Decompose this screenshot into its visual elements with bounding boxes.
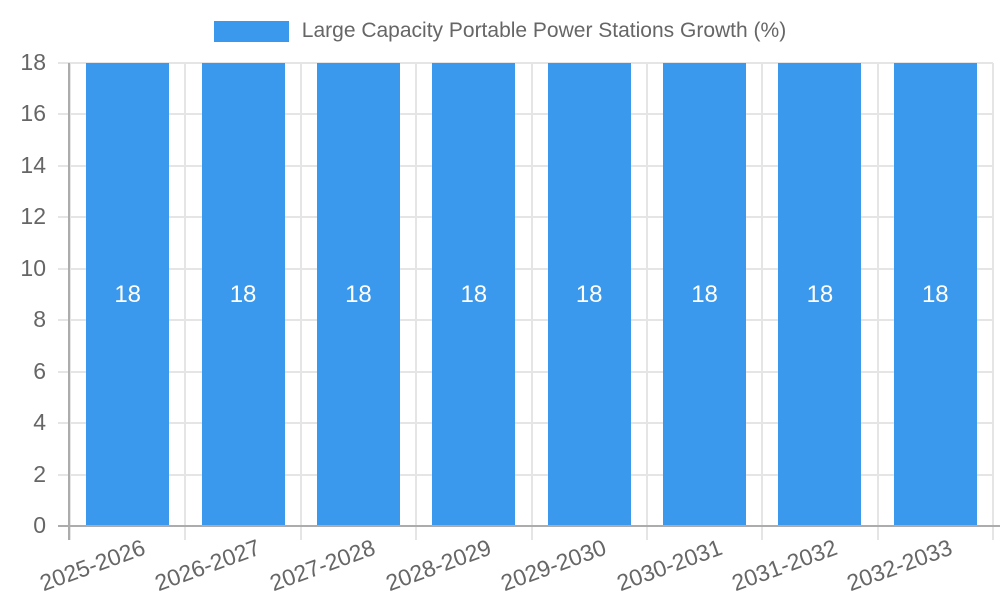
y-gridline	[58, 267, 993, 270]
y-axis-tick-label: 18	[20, 49, 46, 75]
legend: Large Capacity Portable Power Stations G…	[0, 20, 1000, 42]
bar-value-label: 18	[460, 280, 488, 308]
x-axis-tick-label: 2025-2026	[35, 534, 149, 597]
bar-2027-2028[interactable]	[316, 63, 400, 526]
y-axis-tick-label: 4	[33, 409, 46, 436]
y-axis-tick-label: 16	[20, 100, 46, 127]
bar-value-label: 18	[114, 280, 142, 308]
bar-value-label: 18	[345, 280, 372, 308]
legend-label: Large Capacity Portable Power Stations G…	[301, 19, 787, 42]
bar-value-label: 18	[921, 280, 949, 308]
y-gridline	[58, 113, 993, 116]
y-axis-tick-label: 12	[20, 203, 46, 230]
y-axis-tick-label: 2	[33, 460, 46, 487]
x-axis-line	[58, 525, 1000, 527]
y-axis-tick-label: 8	[33, 306, 46, 333]
y-axis-tick-label: 14	[20, 151, 46, 178]
x-gridline	[992, 63, 994, 540]
x-axis-tick-label: 2027-2028	[266, 534, 379, 597]
y-gridline	[58, 422, 993, 425]
bar-value-label: 18	[575, 280, 603, 308]
x-axis-tick-label: 2029-2030	[497, 534, 610, 597]
y-axis-line	[68, 63, 70, 540]
x-gridline	[761, 63, 764, 540]
bar-2031-2032[interactable]	[778, 63, 862, 526]
bar-value-label: 18	[691, 280, 718, 308]
x-gridline	[299, 63, 302, 540]
y-gridline	[58, 370, 993, 373]
y-gridline	[58, 62, 993, 64]
legend-item[interactable]: Large Capacity Portable Power Stations G…	[213, 19, 787, 42]
x-gridline	[530, 63, 533, 540]
y-axis-tick-label: 0	[33, 512, 46, 538]
y-gridline	[58, 473, 993, 476]
x-axis-tick-label: 2030-2031	[612, 534, 726, 597]
x-gridline	[184, 63, 187, 540]
bar-2032-2033[interactable]	[893, 63, 977, 526]
legend-swatch-icon	[213, 20, 289, 42]
bar-2026-2027[interactable]	[201, 63, 285, 526]
x-axis-tick-label: 2031-2032	[728, 534, 841, 597]
bar-value-label: 18	[806, 280, 834, 308]
bar-2025-2026[interactable]	[86, 63, 170, 526]
x-axis-tick-label: 2032-2033	[843, 534, 956, 597]
y-gridline	[58, 164, 993, 167]
y-gridline	[58, 216, 993, 219]
x-gridline	[69, 63, 71, 540]
x-gridline	[876, 63, 879, 540]
y-gridline	[58, 319, 993, 322]
x-gridline	[645, 63, 648, 540]
x-axis-tick-label: 2028-2029	[382, 534, 495, 597]
bar-2030-2031[interactable]	[663, 63, 747, 526]
x-gridline	[415, 63, 418, 540]
bar-value-label: 18	[229, 280, 257, 308]
x-axis-tick-label: 2026-2027	[151, 534, 264, 597]
y-axis-tick-label: 10	[20, 254, 46, 281]
bar-2029-2030[interactable]	[547, 63, 631, 526]
bar-2028-2029[interactable]	[432, 63, 516, 526]
y-axis-tick-label: 6	[33, 357, 46, 384]
